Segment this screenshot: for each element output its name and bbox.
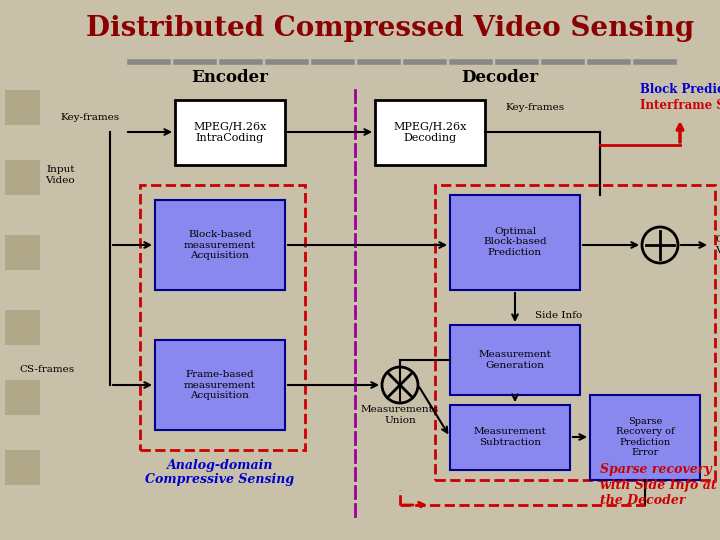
Bar (155, 340, 285, 430)
Text: MPEG/H.26x
Decoding: MPEG/H.26x Decoding (393, 121, 467, 143)
Text: Output
Video: Output Video (715, 235, 720, 255)
Bar (5, 380, 40, 415)
Text: Measurement
Generation: Measurement Generation (479, 350, 552, 370)
Text: Frame-based
measurement
Acquisition: Frame-based measurement Acquisition (184, 370, 256, 400)
Text: Optimal
Block-based
Prediction: Optimal Block-based Prediction (483, 227, 546, 257)
Text: Measurements
Union: Measurements Union (361, 406, 439, 424)
Text: Side Info: Side Info (535, 310, 582, 320)
Bar (435, 185, 715, 480)
Bar (450, 195, 580, 290)
Text: the Decoder: the Decoder (600, 494, 685, 507)
Bar (5, 450, 40, 485)
Text: Block-based
measurement
Acquisition: Block-based measurement Acquisition (184, 230, 256, 260)
Text: Sparse
Recovery of
Prediction
Error: Sparse Recovery of Prediction Error (616, 417, 675, 457)
Text: Compressive Sensing: Compressive Sensing (145, 474, 294, 487)
Text: Block Prediction using  the: Block Prediction using the (640, 84, 720, 97)
Text: with Side Info at: with Side Info at (600, 478, 716, 491)
Text: Decoder: Decoder (462, 70, 539, 86)
Text: Distributed Compressed Video Sensing: Distributed Compressed Video Sensing (86, 15, 694, 42)
Text: Encoder: Encoder (192, 70, 269, 86)
Bar (175, 100, 285, 165)
Bar (450, 405, 570, 470)
Bar (590, 395, 700, 480)
Bar (450, 325, 580, 395)
Bar (140, 185, 305, 450)
Circle shape (642, 227, 678, 263)
Text: Input
Video: Input Video (45, 165, 75, 185)
Text: MPEG/H.26x
IntraCoding: MPEG/H.26x IntraCoding (193, 121, 266, 143)
Bar (5, 235, 40, 270)
Bar (5, 310, 40, 345)
Text: Key-frames: Key-frames (505, 104, 564, 112)
Text: Analog-domain: Analog-domain (167, 458, 274, 471)
Bar (5, 90, 40, 125)
Circle shape (382, 367, 418, 403)
Bar (5, 160, 40, 195)
Bar (155, 200, 285, 290)
Text: Interframe Sparsity Model: Interframe Sparsity Model (640, 98, 720, 111)
Text: Measurement
Subtraction: Measurement Subtraction (474, 427, 546, 447)
Text: Sparse recovery: Sparse recovery (600, 463, 711, 476)
Bar (375, 100, 485, 165)
Text: Key-frames: Key-frames (61, 113, 120, 123)
Text: CS-frames: CS-frames (20, 366, 75, 375)
